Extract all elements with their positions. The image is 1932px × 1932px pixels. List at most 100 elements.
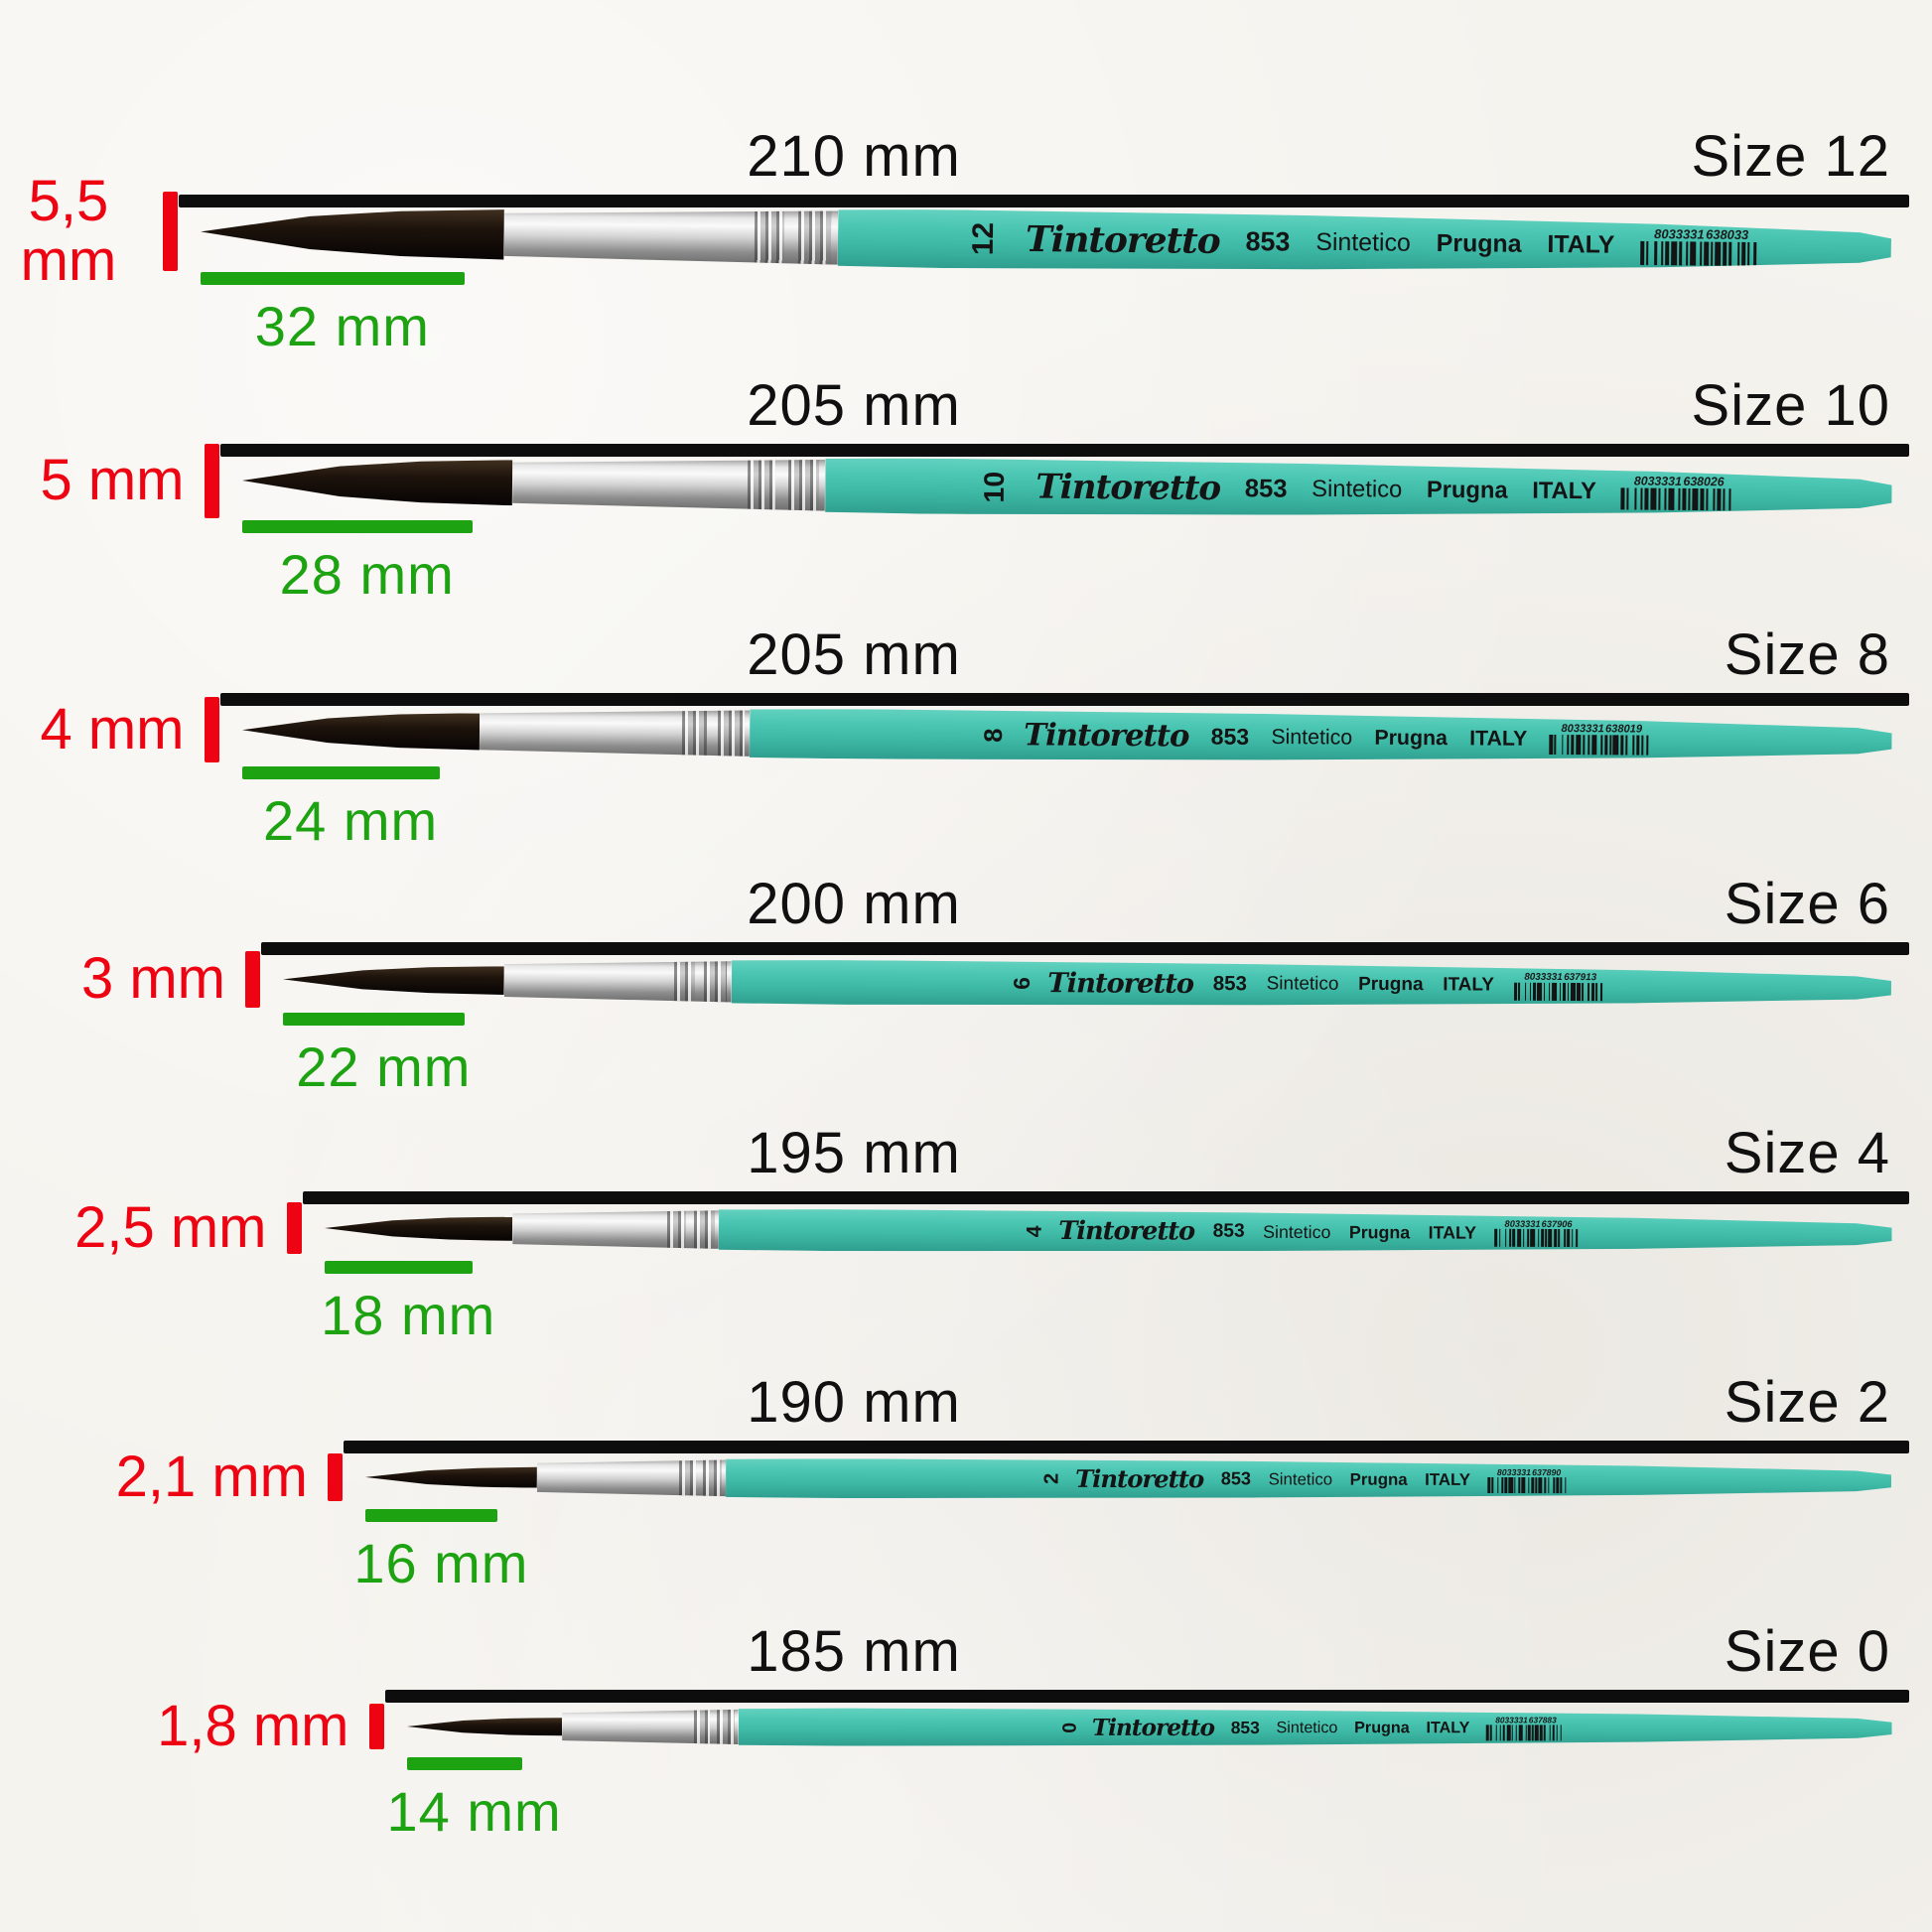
total-length-line (261, 942, 1909, 955)
brush-bristles (241, 458, 512, 505)
barcode-icon (1620, 487, 1736, 511)
series-label: Prugna (1348, 1221, 1410, 1242)
model-number: 853 (1244, 474, 1288, 503)
tip-width-bar (368, 1703, 384, 1750)
size-label: Size 8 (1724, 622, 1890, 687)
ferrule-crimp-ring (797, 209, 831, 265)
barcode-block: 8033331 638033 (1640, 225, 1762, 265)
paintbrush-photo: 8 Tintoretto 853 Sintetico Prugna ITALY … (241, 705, 1891, 766)
material-label: Sintetico (1268, 1469, 1333, 1489)
handle-size-number: 0 (1057, 1722, 1080, 1733)
barcode-number-left: 8033331 (1654, 225, 1705, 242)
brush-bristles (406, 1718, 561, 1736)
size-label: Size 0 (1724, 1619, 1890, 1684)
brush-ferrule (512, 1209, 719, 1249)
brush-ferrule (562, 1709, 738, 1744)
brush-handle: 2 Tintoretto 853 Sintetico Prugna ITALY … (726, 1458, 1891, 1501)
barcode-number-right: 638033 (1706, 226, 1749, 242)
material-label: Sintetico (1270, 724, 1352, 750)
total-length-label: 195 mm (747, 1121, 961, 1185)
ferrule-crimp-ring (704, 960, 727, 1002)
brush-ferrule (503, 959, 731, 1002)
brush-row: 205 mm Size 8 4 mm 8 Tintoretto 853 Sint… (0, 616, 1932, 865)
model-number: 853 (1230, 1717, 1260, 1737)
barcode-number-left: 8033331 (1524, 971, 1563, 983)
brand-logo: Tintoretto (1091, 1714, 1214, 1741)
bristle-length-line (241, 766, 440, 780)
barcode-icon (1486, 1725, 1566, 1741)
handle-size-number: 4 (1021, 1224, 1045, 1237)
ferrule-crimp-ring (693, 1210, 714, 1250)
bristle-length-label: 28 mm (279, 543, 455, 606)
series-label: Prugna (1436, 228, 1522, 258)
material-label: Sintetico (1276, 1718, 1337, 1736)
series-label: Prugna (1353, 1718, 1410, 1736)
tip-width-label: 1,8 mm (157, 1694, 349, 1758)
size-label: Size 2 (1724, 1370, 1890, 1435)
tip-width-label: 4 mm (40, 697, 185, 761)
brush-bristles (201, 207, 504, 259)
bristle-length-label: 32 mm (254, 295, 430, 358)
barcode-number-left: 8033331 (1633, 474, 1682, 488)
brush-row: 185 mm Size 0 1,8 mm 0 Tintoretto 853 Si… (0, 1612, 1932, 1862)
total-length-label: 200 mm (747, 872, 961, 936)
model-number: 853 (1212, 972, 1248, 996)
tip-width-bar (204, 443, 219, 518)
origin-label: ITALY (1425, 1718, 1469, 1736)
barcode-block: 8033331 638019 (1549, 723, 1654, 756)
barcode-number-left: 8033331 (1560, 722, 1604, 736)
barcode-number-right: 638026 (1682, 474, 1725, 488)
bristle-length-label: 24 mm (263, 789, 439, 853)
size-label: Size 4 (1724, 1121, 1890, 1185)
barcode-numbers: 8033331 638026 (1620, 474, 1736, 488)
total-length-label: 190 mm (747, 1370, 961, 1435)
tip-width-label: 5 mm (40, 448, 185, 512)
material-label: Sintetico (1315, 227, 1411, 257)
origin-label: ITALY (1531, 478, 1596, 504)
series-label: Prugna (1426, 477, 1508, 503)
brush-bristles (324, 1216, 511, 1241)
tip-width-bar (245, 950, 260, 1008)
model-number: 853 (1245, 225, 1291, 257)
total-length-line (384, 1690, 1909, 1703)
paintbrush-photo: 12 Tintoretto 853 Sintetico Prugna ITALY… (201, 203, 1891, 277)
barcode-number-left: 8033331 (1494, 1715, 1528, 1725)
bristle-length-line (201, 272, 465, 286)
barcode-number-right: 637883 (1528, 1715, 1557, 1725)
tip-width-bar (328, 1452, 343, 1502)
barcode-icon (1640, 240, 1762, 265)
paintbrush-photo: 0 Tintoretto 853 Sintetico Prugna ITALY … (406, 1708, 1891, 1747)
handle-size-number: 8 (979, 727, 1008, 743)
ferrule-crimp-ring (674, 960, 695, 1002)
handle-print: 6 Tintoretto 853 Sintetico Prugna ITALY … (1016, 961, 1607, 1009)
ferrule-crimp-ring (755, 209, 785, 265)
barcode-number-left: 8033331 (1496, 1466, 1532, 1477)
brush-row: 210 mm Size 12 5,5 mm 12 Tintoretto 853 … (0, 117, 1932, 366)
paintbrush-photo: 10 Tintoretto 853 Sintetico Prugna ITALY… (241, 453, 1891, 522)
barcode-icon (1487, 1477, 1570, 1493)
handle-print: 2 Tintoretto 853 Sintetico Prugna ITALY … (1046, 1459, 1570, 1500)
origin-label: ITALY (1443, 974, 1494, 996)
origin-label: ITALY (1547, 229, 1615, 259)
tip-width-bar (286, 1201, 302, 1255)
total-length-label: 205 mm (747, 622, 961, 687)
origin-label: ITALY (1468, 725, 1527, 751)
brush-ferrule (537, 1459, 726, 1497)
total-length-label: 185 mm (747, 1619, 961, 1684)
size-label: Size 10 (1691, 373, 1890, 438)
brush-handle: 4 Tintoretto 853 Sintetico Prugna ITALY … (718, 1209, 1891, 1256)
origin-label: ITALY (1425, 1469, 1471, 1489)
size-label: Size 6 (1724, 872, 1890, 936)
barcode-number-left: 8033331 (1504, 1219, 1541, 1230)
handle-size-number: 6 (1008, 976, 1035, 990)
tip-width-bar (204, 697, 219, 762)
handle-print: 12 Tintoretto 853 Sintetico Prugna ITALY… (967, 209, 1763, 275)
handle-print: 10 Tintoretto 853 Sintetico Prugna ITALY… (979, 459, 1736, 520)
barcode-numbers: 8033331 638033 (1640, 225, 1762, 241)
brush-handle: 12 Tintoretto 853 Sintetico Prugna ITALY… (838, 208, 1891, 277)
handle-size-number: 10 (978, 471, 1011, 503)
barcode-block: 8033331 638026 (1620, 474, 1737, 511)
barcode-numbers: 8033331 637883 (1486, 1716, 1566, 1725)
brush-ferrule (512, 457, 825, 511)
barcode-numbers: 8033331 638019 (1549, 723, 1654, 736)
